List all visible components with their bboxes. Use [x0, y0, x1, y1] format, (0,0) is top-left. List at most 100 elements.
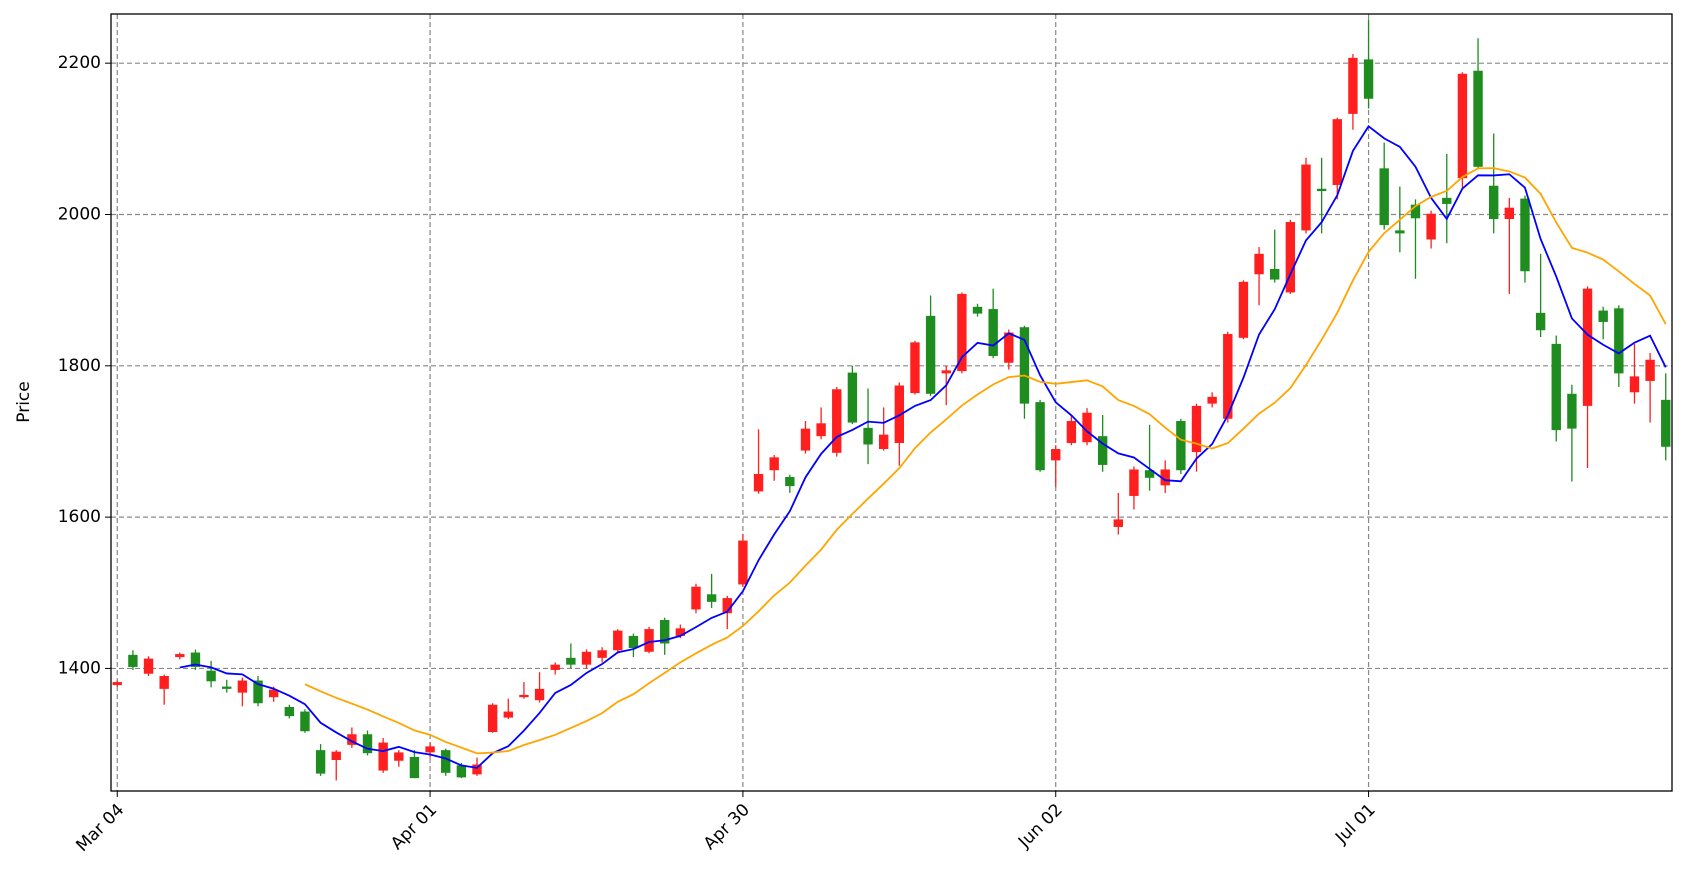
- candle-body: [519, 694, 529, 698]
- candle-body: [1270, 268, 1280, 280]
- y-axis-label: Price: [14, 381, 34, 422]
- candle-body: [894, 385, 905, 443]
- candle-body: [988, 309, 998, 356]
- candle-body: [691, 586, 701, 610]
- candle-body: [1051, 449, 1061, 461]
- candle-body: [1160, 469, 1170, 486]
- candle-body: [1442, 197, 1452, 204]
- candle-body: [128, 654, 138, 667]
- moving-average-line: [179, 124, 1667, 769]
- candle-body: [1316, 188, 1327, 192]
- plot-frame: [110, 13, 1673, 792]
- candle-body: [738, 540, 748, 585]
- candle-body: [1410, 204, 1421, 219]
- candle-body: [175, 654, 185, 658]
- candle-body: [268, 689, 279, 698]
- candle-body: [1254, 253, 1264, 275]
- candle-body: [425, 746, 435, 753]
- candle-body: [534, 688, 545, 701]
- candle-body: [722, 598, 732, 614]
- candle-body: [347, 734, 357, 745]
- candle-body: [1363, 59, 1374, 99]
- candle-body: [550, 664, 560, 670]
- candle-body: [660, 620, 670, 644]
- candle-body: [785, 477, 795, 487]
- candle-body: [706, 594, 717, 602]
- candle-body: [1535, 312, 1546, 331]
- candle-body: [300, 711, 310, 732]
- candle-body: [863, 427, 873, 445]
- candle-body: [925, 315, 936, 394]
- candle-body: [1645, 359, 1655, 381]
- candle-body: [159, 676, 169, 689]
- candle-body: [972, 306, 983, 314]
- candle-body: [1567, 393, 1577, 429]
- candle-body: [910, 342, 920, 394]
- candle-body: [441, 750, 451, 773]
- candle-body: [253, 680, 263, 704]
- candle-body: [1551, 343, 1561, 431]
- candle-body: [331, 751, 341, 760]
- candle-body: [409, 756, 420, 779]
- candle-body: [675, 628, 686, 636]
- candle-body: [847, 372, 858, 423]
- candle-body: [237, 680, 248, 693]
- candle-body: [378, 742, 388, 771]
- candle-body: [1582, 288, 1593, 406]
- candle-body: [878, 434, 889, 450]
- y-tick-label: 2200: [58, 53, 101, 73]
- candle-body: [1426, 213, 1436, 240]
- candle-body: [1520, 198, 1530, 272]
- candle-body: [362, 734, 373, 754]
- candle-body: [1504, 207, 1515, 220]
- candle-body: [644, 629, 654, 652]
- candle-body: [1661, 399, 1671, 447]
- candle-body: [1004, 332, 1014, 363]
- candle-body: [1035, 402, 1045, 471]
- candle-body: [816, 423, 826, 437]
- candle-body: [394, 752, 404, 761]
- candle-body: [1473, 70, 1483, 167]
- candle-body: [1285, 222, 1296, 293]
- candle-body: [1066, 421, 1077, 443]
- candle-body: [1395, 230, 1405, 234]
- candle-body: [1379, 168, 1389, 226]
- y-tick-label: 2000: [58, 204, 101, 224]
- candle-body: [1113, 519, 1123, 527]
- candle-body: [1207, 396, 1217, 404]
- candle-body: [1614, 308, 1624, 374]
- moving-average-line: [304, 167, 1667, 755]
- candle-body: [284, 707, 295, 717]
- candle-body: [1097, 436, 1108, 465]
- candle-body: [112, 682, 122, 686]
- candle-body: [832, 389, 842, 453]
- candle-body: [566, 657, 576, 665]
- candle-body: [597, 650, 607, 658]
- candle-body: [1223, 334, 1233, 419]
- candle-body: [1019, 327, 1030, 404]
- candle-body: [206, 670, 216, 682]
- candle-body: [222, 686, 232, 689]
- candle-body: [1348, 57, 1358, 114]
- candle-body: [613, 630, 623, 651]
- candle-body: [190, 652, 201, 667]
- candle-body: [1598, 310, 1608, 322]
- candle-body: [503, 711, 513, 718]
- candle-body: [800, 428, 811, 451]
- candle-body: [1129, 469, 1139, 496]
- candle-body: [1238, 281, 1249, 338]
- candle-body: [1191, 405, 1202, 453]
- candle-body: [1301, 164, 1311, 231]
- candle-body: [472, 764, 482, 775]
- y-tick-label: 1800: [58, 356, 101, 376]
- candle-body: [487, 704, 498, 732]
- candle-body: [957, 293, 967, 372]
- candle-body: [753, 473, 764, 492]
- candle-body: [1144, 470, 1155, 478]
- candle-body: [1488, 185, 1499, 220]
- candle-body: [1332, 119, 1342, 185]
- candle-body: [769, 457, 779, 471]
- y-tick-label: 1400: [58, 658, 101, 678]
